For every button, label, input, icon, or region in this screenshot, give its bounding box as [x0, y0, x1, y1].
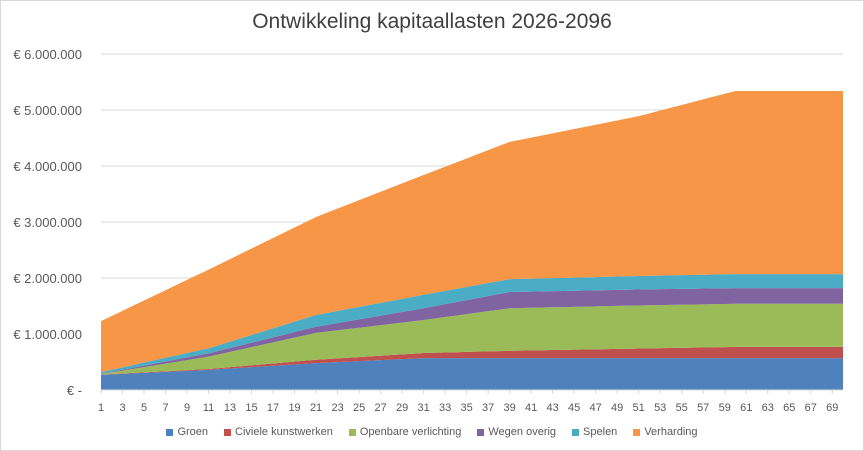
legend-label: Verharding [644, 426, 698, 438]
legend-item: Verharding [633, 426, 698, 438]
x-tick-label: 49 [611, 402, 623, 414]
legend-swatch [572, 428, 580, 436]
x-tick-label: 21 [310, 402, 322, 414]
x-tick-label: 19 [288, 402, 300, 414]
x-tick-label: 47 [590, 402, 602, 414]
legend: Groen Civiele kunstwerken Openbare verlich… [0, 426, 864, 438]
area-groen [101, 358, 843, 390]
area-spelen [101, 274, 843, 374]
x-tick-label: 7 [162, 402, 168, 414]
x-tick-label: 1 [98, 402, 104, 414]
x-tick-label: 69 [826, 402, 838, 414]
y-tick-label: € 5.000.000 [13, 103, 82, 118]
x-tick-label: 65 [783, 402, 795, 414]
x-tick-label: 59 [719, 402, 731, 414]
x-tick-label: 57 [697, 402, 709, 414]
legend-item: Groen [166, 426, 208, 438]
x-tick-label: 43 [547, 402, 559, 414]
x-tick-label: 3 [119, 402, 125, 414]
legend-label: Civiele kunstwerken [235, 426, 333, 438]
legend-swatch [166, 428, 174, 436]
area-civiele-kunstwerken [101, 346, 843, 375]
legend-item: Spelen [572, 426, 617, 438]
legend-swatch [477, 428, 485, 436]
x-tick-label: 11 [203, 402, 214, 414]
y-tick-label: € 4.000.000 [13, 159, 82, 174]
y-tick-label: € 3.000.000 [13, 215, 82, 230]
x-tick-label: 53 [654, 402, 666, 414]
area-wegen-overig [101, 288, 843, 375]
legend-item: Wegen overig [477, 426, 556, 438]
x-tick-label: 39 [504, 402, 516, 414]
x-tick-label: 5 [141, 402, 147, 414]
y-tick-label: € - [67, 383, 82, 398]
x-tick-label: 35 [460, 402, 472, 414]
x-tick-label: 29 [396, 402, 408, 414]
area-verharding [101, 90, 843, 373]
legend-swatch [633, 428, 641, 436]
x-tick-label: 13 [224, 402, 236, 414]
x-tick-label: 41 [525, 402, 537, 414]
y-tick-label: € 6.000.000 [13, 47, 82, 62]
x-tick-label: 27 [374, 402, 386, 414]
x-tick-label: 31 [417, 402, 429, 414]
x-tick-label: 23 [331, 402, 343, 414]
x-tick-label: 67 [805, 402, 817, 414]
y-tick-label: € 1.000.000 [13, 327, 82, 342]
x-tick-label: 9 [184, 402, 190, 414]
legend-label: Groen [177, 426, 209, 438]
chart-title: Ontwikkeling kapitaallasten 2026-2096 [252, 10, 612, 33]
x-tick-label: 17 [267, 402, 279, 414]
x-tick-label: 55 [676, 402, 688, 414]
area-openbare-verlichting [101, 303, 843, 375]
x-tick-label: 25 [353, 402, 365, 414]
x-tick-label: 37 [482, 402, 494, 414]
x-tick-label: 61 [740, 402, 752, 414]
legend-swatch [224, 428, 232, 436]
legend-item: Openbare verlichting [348, 426, 462, 438]
x-tick-label: 15 [245, 402, 257, 414]
x-tick-label: 51 [633, 402, 645, 414]
x-tick-label: 45 [568, 402, 580, 414]
legend-label: Wegen overig [488, 426, 557, 438]
x-tick-label: 63 [762, 402, 774, 414]
x-tick-label: 33 [439, 402, 451, 414]
legend-label: Openbare verlichting [359, 426, 462, 438]
legend-label: Spelen [583, 426, 618, 438]
y-tick-label: € 2.000.000 [13, 271, 82, 286]
legend-swatch [348, 428, 356, 436]
legend-item: Civiele kunstwerken [224, 426, 333, 438]
